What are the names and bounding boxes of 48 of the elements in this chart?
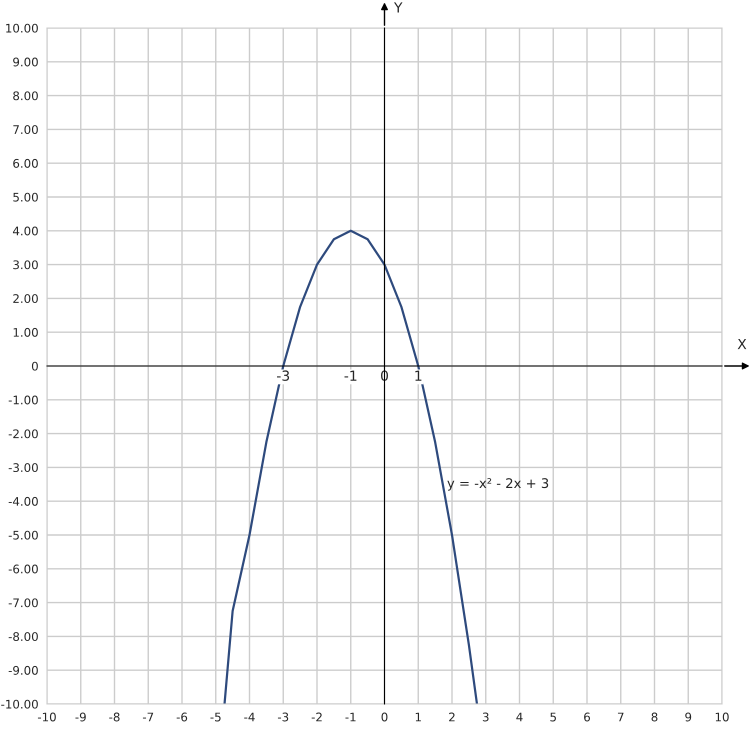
x2-tick-label: 1 xyxy=(415,370,422,381)
x-tick-label: 3 xyxy=(482,712,489,722)
y-axis-title: Y xyxy=(394,2,403,13)
y-tick-label: 7.00 xyxy=(13,125,38,134)
x-tick-label: -10 xyxy=(38,712,56,722)
y-tick-label: -1.00 xyxy=(8,396,38,404)
x-tick-label: -6 xyxy=(176,712,188,722)
x-tick-label: 2 xyxy=(449,712,455,722)
y-tick-label: -6.00 xyxy=(8,564,38,574)
y-tick-label: 3.00 xyxy=(13,260,38,270)
x-tick-label: -3 xyxy=(278,712,288,722)
y-tick-label: 2.00 xyxy=(13,294,38,304)
x-tick-label: 0 xyxy=(382,712,388,722)
y-tick-label: -2.00 xyxy=(8,429,38,438)
y-tick-label: 4.00 xyxy=(12,226,38,236)
y-tick-label: 8.00 xyxy=(13,91,38,100)
x-tick-label: 1 xyxy=(416,712,421,722)
y-tick-label: -3.00 xyxy=(8,463,38,472)
x-tick-label: -7 xyxy=(142,712,154,722)
x-tick-label: 6 xyxy=(584,712,590,722)
x-tick-label: 4 xyxy=(516,712,523,722)
x-tick-label: -1 xyxy=(345,712,356,722)
y-tick-label: -10.00 xyxy=(1,700,38,709)
x-axis-title: X xyxy=(738,338,746,350)
y-tick-label: 1.00 xyxy=(14,328,38,337)
x-tick-label: 9 xyxy=(685,712,692,722)
x2-tick-label: -1 xyxy=(344,370,356,381)
y-tick-label: 0 xyxy=(32,362,38,371)
x-tick-label: 10 xyxy=(716,712,729,722)
x-tick-label: -2 xyxy=(312,712,322,722)
y-tick-label: 6.00 xyxy=(13,158,38,168)
x-tick-label: 5 xyxy=(550,712,556,722)
x-tick-label: 7 xyxy=(618,712,624,722)
y-tick-label: 9.00 xyxy=(13,58,38,66)
y-tick-label: 10.00 xyxy=(6,24,38,33)
x-tick-label: -9 xyxy=(75,712,86,722)
y-tick-label: -5.00 xyxy=(8,530,38,540)
y-tick-label: -7.00 xyxy=(8,598,38,608)
x-tick-label: -8 xyxy=(109,712,120,722)
y-tick-label: -8.00 xyxy=(8,632,38,642)
x-tick-label: -5 xyxy=(210,712,221,722)
x2-tick-label: -3 xyxy=(277,370,290,381)
y-tick-label: -4.00 xyxy=(8,496,38,506)
x-tick-label: -4 xyxy=(244,712,255,722)
x-tick-label: 8 xyxy=(652,712,658,722)
annotation: y = -x² - 2x + 3 xyxy=(447,478,548,491)
y-tick-label: 5.00 xyxy=(13,192,38,202)
y-tick-label: -9.00 xyxy=(8,666,38,675)
